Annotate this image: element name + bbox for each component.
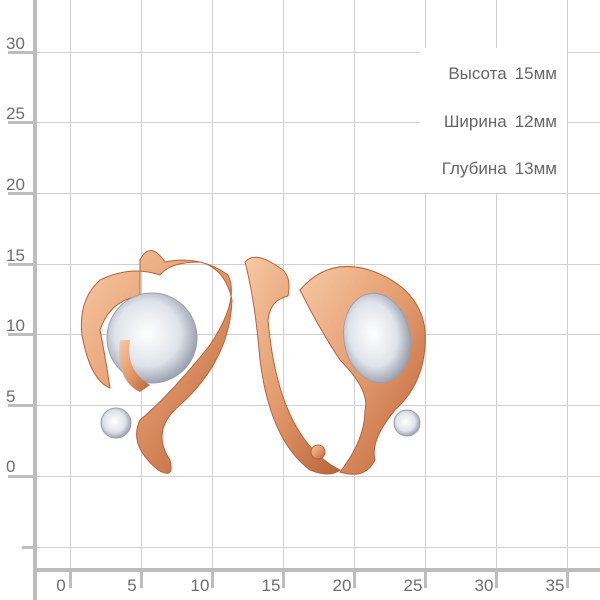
y-label: 30 bbox=[6, 34, 25, 53]
y-label: 20 bbox=[6, 175, 25, 194]
y-tick bbox=[8, 192, 35, 195]
x-tick bbox=[353, 570, 356, 588]
x-label: 35 bbox=[545, 576, 565, 595]
x-label: 30 bbox=[474, 576, 494, 595]
grid-line bbox=[212, 0, 213, 570]
x-tick bbox=[140, 570, 143, 588]
dimension-label: Глубина bbox=[441, 159, 507, 178]
dimension-label: Ширина bbox=[443, 112, 507, 131]
grid-line bbox=[141, 0, 142, 570]
grid-line bbox=[35, 193, 600, 194]
right-earring bbox=[244, 256, 426, 475]
dimensions-panel: Высота 15мм Ширина 12мм Глубина 13мм bbox=[420, 48, 567, 193]
x-tick bbox=[69, 570, 72, 588]
x-tick bbox=[566, 570, 569, 588]
dimension-value: 12мм bbox=[514, 112, 557, 131]
y-label: 25 bbox=[6, 104, 25, 123]
x-label: 10 bbox=[190, 576, 210, 595]
grid-line bbox=[35, 264, 600, 265]
left-earring bbox=[80, 250, 233, 474]
grid-line bbox=[35, 405, 600, 406]
x-axis bbox=[33, 568, 600, 572]
y-tick bbox=[22, 546, 35, 549]
y-axis bbox=[33, 0, 37, 600]
grid-line bbox=[35, 547, 600, 548]
y-tick bbox=[8, 475, 35, 478]
grid-line bbox=[70, 0, 71, 570]
dimension-value: 13мм bbox=[514, 159, 557, 178]
grid-line bbox=[35, 52, 600, 53]
x-tick bbox=[495, 570, 498, 588]
y-tick bbox=[8, 121, 35, 124]
y-label: 5 bbox=[6, 387, 16, 406]
grid-line bbox=[425, 0, 426, 570]
y-tick bbox=[8, 404, 35, 407]
dimension-label: Высота bbox=[448, 64, 507, 83]
x-tick bbox=[424, 570, 427, 588]
grid-line bbox=[35, 334, 600, 335]
x-label: 15 bbox=[261, 576, 281, 595]
x-label: 25 bbox=[403, 576, 423, 595]
y-label: 0 bbox=[6, 457, 16, 476]
grid-line bbox=[35, 476, 600, 477]
x-tick bbox=[282, 570, 285, 588]
dimension-value: 15мм bbox=[514, 64, 557, 83]
y-tick bbox=[8, 263, 35, 266]
x-label: 5 bbox=[127, 576, 137, 595]
dimension-depth: Глубина 13мм bbox=[442, 159, 557, 179]
dimension-width: Ширина 12мм bbox=[444, 112, 557, 132]
y-tick bbox=[8, 51, 35, 54]
dimension-height: Высота 15мм bbox=[448, 64, 557, 84]
x-tick bbox=[211, 570, 214, 588]
x-label: 20 bbox=[332, 576, 352, 595]
y-label: 15 bbox=[6, 246, 25, 265]
grid-line bbox=[35, 122, 600, 123]
x-label: 0 bbox=[56, 576, 66, 595]
grid-line bbox=[567, 0, 568, 570]
grid-line bbox=[496, 0, 497, 570]
y-label: 10 bbox=[6, 316, 25, 335]
y-tick bbox=[8, 333, 35, 336]
